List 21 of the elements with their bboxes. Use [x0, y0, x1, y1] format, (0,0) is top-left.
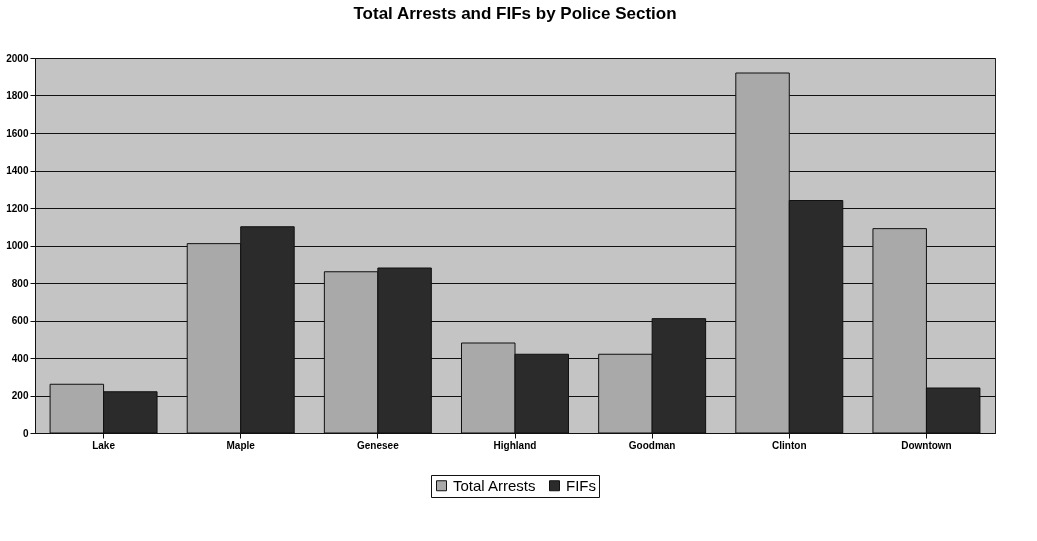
- x-tick-label: Lake: [92, 439, 116, 451]
- y-tick-label: 200: [11, 390, 29, 401]
- chart-title: Total Arrests and FIFs by Police Section: [353, 4, 677, 23]
- y-tick-label: 1600: [6, 127, 29, 139]
- x-tick-label: Downtown: [901, 439, 952, 451]
- y-tick-label: 400: [11, 352, 29, 364]
- x-tick-label: Goodman: [628, 439, 676, 451]
- y-tick-label: 0: [22, 427, 29, 439]
- y-tick-label: 1800: [6, 90, 29, 101]
- x-tick-label: Highland: [493, 439, 537, 451]
- y-tick-label: 1400: [6, 165, 29, 176]
- legend-label: FIFs: [566, 476, 596, 494]
- x-tick-label: Clinton: [772, 439, 807, 451]
- x-tick-label: Maple: [226, 439, 256, 451]
- y-tick-label: 600: [11, 315, 29, 326]
- x-tick-label: Genesee: [357, 439, 400, 451]
- y-tick-label: 800: [11, 277, 29, 289]
- legend-label: Total Arrests: [453, 476, 536, 494]
- y-tick-label: 1200: [6, 202, 29, 214]
- y-tick-label: 1000: [6, 240, 29, 251]
- y-tick-label: 2000: [6, 52, 29, 64]
